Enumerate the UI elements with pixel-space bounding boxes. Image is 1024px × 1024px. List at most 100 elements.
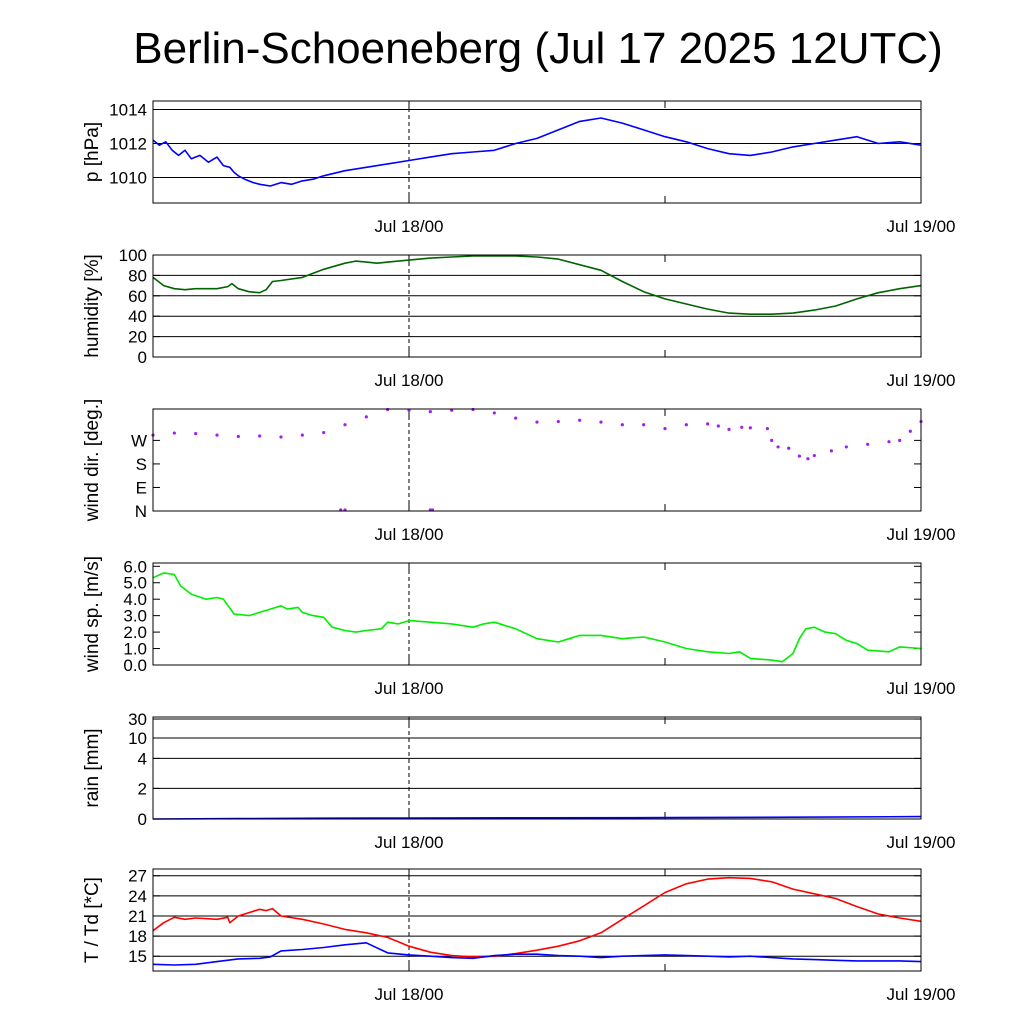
wind-speed-panel: 0.01.02.03.04.05.06.0 Jul 18/00 Jul 19/00 w… [82,556,956,698]
y-tick-label: 1.0 [123,640,147,659]
x-tick-label: Jul 19/00 [887,371,956,390]
data-point [236,434,240,439]
y-tick-label: 30 [128,710,147,729]
data-point [765,427,770,431]
y-tick-label: 20 [128,328,147,347]
x-tick-label: Jul 18/00 [375,371,444,390]
series-line [152,117,922,187]
data-point [908,429,912,433]
x-tick-label: Jul 19/00 [887,833,956,852]
x-tick-label: Jul 19/00 [887,985,956,1004]
y-tick-label: 15 [128,947,147,966]
data-point [578,418,582,422]
y-tick-label: 0.0 [123,656,147,675]
y-tick-label: 60 [128,287,147,306]
y-tick-label: 0 [138,348,147,367]
y-tick-label: 1012 [109,135,147,154]
y-tick-label: 0 [138,810,147,829]
y-tick-label: 4 [138,749,147,768]
data-point [407,408,411,412]
plot-frame [152,100,922,204]
y-axis-label: humidity [%] [82,254,103,357]
plot-frame [152,254,922,358]
y-tick-label: 24 [128,887,147,906]
data-point [716,424,720,428]
data-point [898,438,902,442]
data-point [215,433,219,437]
data-point [279,435,283,439]
series-line [152,876,922,958]
y-tick-label: 1010 [109,169,147,188]
data-point [740,425,744,429]
data-point [806,457,810,461]
data-point [797,454,802,458]
data-point [663,427,667,431]
x-tick-label: Jul 18/00 [375,985,444,1004]
data-point [492,411,496,415]
y-tick-label: 21 [128,907,147,926]
data-point [556,419,560,424]
x-tick-label: Jul 18/00 [375,217,444,236]
y-tick-label: 2 [138,779,147,798]
data-point [844,445,848,449]
data-point [748,426,752,430]
y-tick-label: 4.0 [123,590,147,609]
data-point [599,420,603,424]
y-tick-label: 18 [128,927,147,946]
y-tick-label: 80 [128,266,147,285]
data-point [300,433,304,437]
data-point [684,423,688,427]
y-axis-label: p [hPa] [82,122,103,182]
y-tick-label: 2.0 [123,623,147,642]
chart-title: Berlin-Schoeneberg (Jul 17 2025 12UTC) [133,24,943,73]
y-tick-label: 27 [128,867,147,886]
data-point [642,423,646,427]
data-point [450,408,454,412]
x-tick-label: Jul 18/00 [375,679,444,698]
data-point [706,422,710,426]
data-point [776,445,780,449]
series-line [152,255,922,315]
y-tick-label: 40 [128,307,147,326]
x-tick-label: Jul 19/00 [887,217,956,236]
series-line [152,572,922,663]
x-tick-label: Jul 18/00 [375,525,444,544]
x-tick-label: Jul 18/00 [375,833,444,852]
data-point [535,420,539,424]
x-tick-label: Jul 19/00 [887,525,956,544]
data-point [172,431,176,435]
data-point [194,431,198,436]
data-point [364,415,368,419]
y-tick-label: 1014 [109,101,147,120]
data-point [866,442,870,446]
y-tick-label: 6.0 [123,557,147,576]
y-axis-label: rain [mm] [82,728,103,807]
y-tick-label: N [135,502,147,521]
plot-frame [152,868,922,972]
data-point [343,423,347,427]
y-tick-label: 100 [119,246,147,265]
data-point [322,430,326,435]
y-tick-label: E [136,478,147,497]
data-point [428,410,432,414]
data-point [770,438,774,442]
series-line [152,942,922,966]
data-point [514,416,518,420]
data-point [727,427,731,431]
x-tick-label: Jul 19/00 [887,679,956,698]
plot-frame [152,562,922,666]
data-point [471,407,475,412]
y-tick-label: 5.0 [123,574,147,593]
y-tick-label: 3.0 [123,607,147,626]
data-point [812,453,816,458]
plot-frame [152,716,922,820]
pressure-panel: 1010 1012 1014 Jul 18/00 Jul 19/00 p [hPa] [82,100,956,236]
data-point [620,423,624,427]
plot-frame [152,408,922,512]
y-axis-label: T / Td [*C] [82,877,103,963]
